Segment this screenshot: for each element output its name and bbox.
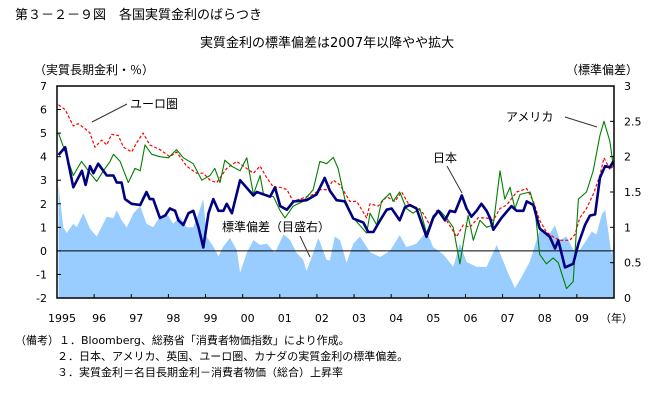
y-tick-label-right: 0.5	[624, 257, 642, 270]
note-2: ２．日本、アメリカ、英国、ユーロ圏、カナダの実質金利の標準偏差。	[57, 350, 409, 363]
x-tick-label: 09	[575, 312, 589, 325]
y-tick-label-right: 2	[624, 151, 631, 164]
figure-subtitle: 実質金利の標準偏差は2007年以降やや拡大	[200, 36, 455, 51]
x-tick-label: 03	[352, 312, 366, 325]
y-axis-label-left: （実質長期金利・％）	[34, 63, 155, 77]
annotation-stddev: 標準偏差（目盛右）	[222, 219, 330, 234]
note-3: ３．実質金利＝名目長期金利－消費者物価（総合）上昇率	[57, 366, 343, 379]
y-tick-label-left: -2	[36, 292, 47, 305]
x-tick-label: 02	[315, 312, 329, 325]
y-tick-label-left: 5	[40, 127, 47, 140]
y-axis-label-right: （標準偏差）	[566, 63, 639, 77]
annotation-euro: ユーロ圏	[130, 97, 178, 111]
y-tick-label-left: 1	[40, 221, 47, 234]
annotation-stddev-arrow	[299, 235, 311, 258]
x-tick-label: 97	[129, 312, 143, 325]
y-tick-label-right: 3	[624, 80, 631, 93]
y-tick-label-left: 2	[40, 198, 47, 211]
x-tick-label: 98	[166, 312, 180, 325]
y-tick-label-right: 2.5	[624, 115, 642, 128]
y-tick-label-left: 3	[40, 174, 47, 187]
x-tick-label: 96	[92, 312, 106, 325]
annotation-japan: 日本	[433, 151, 457, 165]
x-tick-label: 07	[501, 312, 515, 325]
annotation-japan-arrow	[446, 165, 463, 194]
y-tick-label-right: 0	[624, 292, 631, 305]
x-tick-label: 05	[426, 312, 440, 325]
y-tick-label-left: 6	[40, 104, 47, 117]
figure-title: 第３－２－９図 各国実質金利のばらつき	[15, 8, 263, 23]
y-tick-label-left: 7	[40, 80, 47, 93]
note-1: （備考）１．Bloomberg、総務省「消費者物価指数」により作成。	[15, 334, 350, 347]
y-tick-label-left: -1	[36, 268, 47, 281]
y-tick-label-right: 1.5	[624, 186, 642, 199]
series-area-stddev	[58, 184, 614, 298]
series-line-japan	[57, 145, 615, 269]
x-tick-label: 06	[463, 312, 477, 325]
x-tick-label: 1995	[48, 312, 76, 325]
x-tick-label: 00	[241, 312, 255, 325]
y-tick-label-left: 0	[40, 245, 47, 258]
y-tick-label-right: 1	[624, 221, 631, 234]
y-tick-label-left: 4	[40, 151, 47, 164]
annotation-america: アメリカ	[506, 110, 553, 124]
x-tick-label: 08	[538, 312, 552, 325]
annotation-euro-arrow	[91, 103, 128, 123]
x-tick-label: 01	[278, 312, 292, 325]
annotation-america-arrow	[564, 116, 598, 128]
x-axis-label: （年）	[600, 311, 633, 325]
x-tick-label: 99	[204, 312, 218, 325]
x-tick-label: 04	[389, 312, 403, 325]
